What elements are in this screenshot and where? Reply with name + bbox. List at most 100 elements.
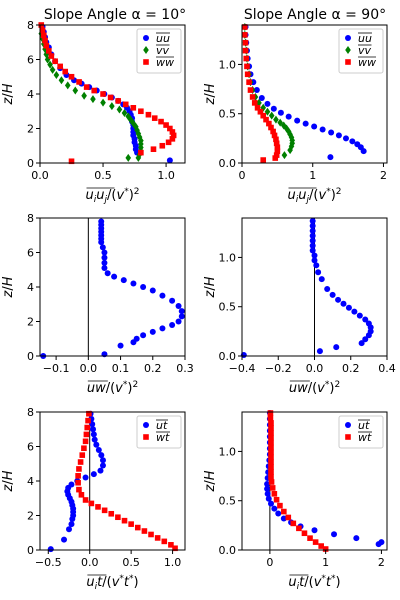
data-point-ww [242, 39, 249, 46]
data-point-ut [99, 462, 106, 469]
data-point-ww [40, 32, 47, 39]
data-point-uw [149, 287, 156, 294]
data-point-ww [263, 116, 269, 123]
data-point-ww [138, 108, 144, 115]
x-tick-label: 0.2 [144, 362, 162, 375]
x-tick-label: 0.4 [378, 362, 396, 375]
data-point-ww [243, 55, 250, 62]
data-point-ww [68, 158, 75, 165]
data-point-ww [100, 91, 106, 97]
x-tick-label: 1 [322, 556, 329, 569]
data-point-vv [109, 102, 115, 111]
data-point-uw [159, 325, 166, 332]
data-point-ww [242, 32, 248, 38]
data-point-uw [140, 284, 147, 290]
data-point-wt [121, 517, 128, 524]
data-point-uw [111, 273, 118, 280]
y-tick-label: 8 [27, 212, 34, 225]
data-point-ww [122, 101, 129, 108]
data-point-ut [95, 446, 102, 453]
y-tick-label: 4 [27, 475, 34, 488]
data-point-ut [264, 480, 271, 487]
data-point-ww [274, 148, 281, 154]
data-point-ww [257, 108, 264, 115]
data-point-ww [107, 94, 114, 101]
data-point-vv [100, 98, 106, 107]
x-tick-label: −0.4 [229, 362, 256, 375]
data-point-ww [145, 111, 152, 118]
data-point-ww [273, 140, 280, 147]
data-point-uw [309, 227, 316, 234]
data-point-uw [309, 237, 316, 244]
plot-frame [241, 411, 388, 551]
data-point-uu [302, 120, 309, 127]
data-point-ww [254, 105, 261, 111]
data-point-uw [365, 332, 372, 339]
x-tick-label: 0.0 [80, 362, 98, 375]
data-point-ww [274, 144, 281, 151]
data-point-ww [159, 142, 166, 149]
data-point-ww [270, 128, 276, 135]
x-tick-label: −0.1 [43, 362, 70, 375]
data-point-wt [290, 520, 297, 527]
data-point-uw [345, 304, 352, 311]
data-point-uw [315, 269, 322, 276]
data-point-uw [178, 313, 185, 320]
data-point-ww [268, 124, 274, 131]
data-point-ww [46, 48, 52, 54]
data-point-wt [268, 420, 274, 426]
data-point-wt [76, 466, 82, 472]
y-tick-label: 0.0 [219, 157, 237, 170]
legend-label-wt: wt [156, 431, 170, 444]
data-point-uw [175, 302, 182, 309]
data-point-vv [127, 115, 134, 124]
data-point-wt [277, 502, 283, 509]
data-point-ww [167, 125, 173, 132]
data-point-wt [168, 542, 174, 548]
data-point-ww [83, 84, 90, 90]
data-point-uw [309, 247, 316, 254]
data-point-uw [169, 297, 176, 304]
data-point-vv [285, 127, 292, 136]
data-point-uw [130, 339, 137, 346]
y-axis-label: z/H [1, 470, 16, 492]
legend-label-ww: ww [156, 56, 174, 69]
data-point-wt [268, 454, 274, 461]
data-point-vv [116, 105, 123, 114]
data-point-ww [260, 112, 267, 119]
data-point-ut [331, 531, 338, 538]
data-point-ut [91, 436, 98, 443]
x-axis-label: uiuj/(v*)2 [288, 187, 342, 205]
data-point-wt [86, 410, 92, 417]
x-axis-label: uw/(v*)2 [87, 380, 138, 396]
data-point-uw [101, 265, 108, 272]
data-point-uw [130, 280, 137, 287]
data-point-ww [150, 146, 157, 152]
data-point-uw [313, 262, 320, 269]
data-point-ww [266, 120, 272, 127]
data-point-vv [125, 112, 132, 121]
data-point-ww [138, 149, 144, 156]
data-point-uu [264, 100, 271, 107]
data-point-vv [125, 153, 132, 162]
data-point-wt [312, 539, 319, 545]
data-point-ww [48, 53, 55, 59]
series-vv [38, 29, 144, 162]
x-tick-label: 0.1 [112, 362, 130, 375]
data-point-wt [268, 424, 274, 431]
data-point-ut [271, 505, 278, 512]
data-point-uw [324, 285, 331, 292]
data-point-ut [90, 426, 97, 433]
data-point-wt [75, 473, 81, 479]
data-point-wt [307, 535, 313, 541]
data-point-uw [101, 254, 108, 261]
data-point-ut [98, 452, 105, 459]
x-tick-label: 0.0 [306, 362, 324, 375]
data-point-wt [85, 417, 91, 424]
data-point-ww [260, 157, 267, 163]
